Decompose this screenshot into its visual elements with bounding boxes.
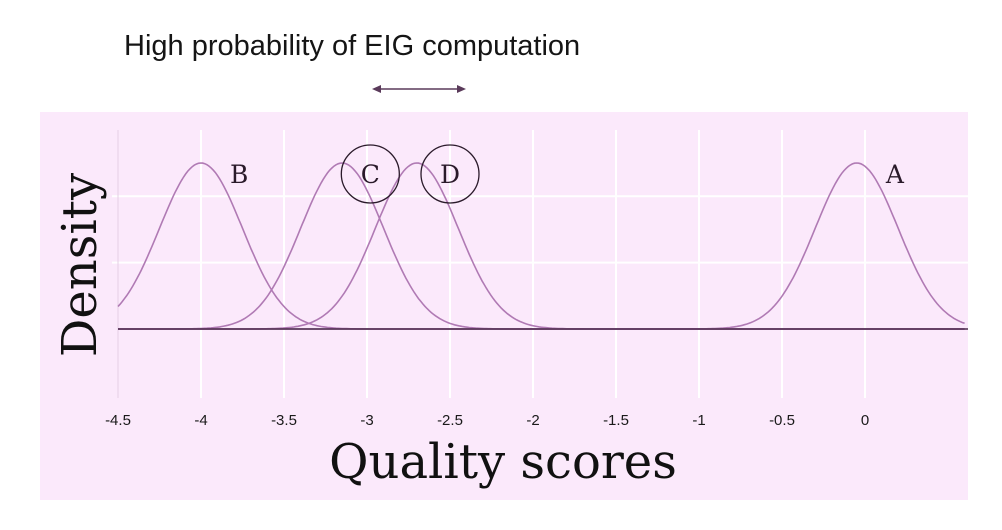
x-axis-title: Quality scores [329, 434, 677, 490]
annotation-arrow [372, 85, 466, 93]
x-tick-label: -1 [692, 412, 705, 429]
x-tick-label: -4.5 [105, 412, 131, 429]
x-tick-label: -1.5 [603, 412, 629, 429]
x-tick-label: -3 [360, 412, 373, 429]
grid [112, 130, 968, 398]
y-axis-title: Density [52, 173, 108, 357]
x-tick-labels: -4.5 -4 -3.5 -3 -2.5 -2 -1.5 -1 -0.5 0 [105, 412, 869, 429]
x-tick-label: -2 [526, 412, 539, 429]
curve-label-c: C [361, 160, 380, 189]
label-circle-d [420, 144, 480, 204]
x-tick-label: -4 [194, 412, 207, 429]
label-circle-c [340, 144, 400, 204]
annotation-text: High probability of EIG computation [124, 30, 581, 62]
curve-label-a: A [885, 160, 905, 189]
x-tick-label: 0 [861, 412, 869, 429]
x-tick-label: -2.5 [437, 412, 463, 429]
x-tick-label: -0.5 [769, 412, 795, 429]
plot-area [40, 112, 968, 500]
curve-label-b: B [230, 160, 248, 189]
x-tick-label: -3.5 [271, 412, 297, 429]
curve-label-d: D [440, 160, 460, 189]
